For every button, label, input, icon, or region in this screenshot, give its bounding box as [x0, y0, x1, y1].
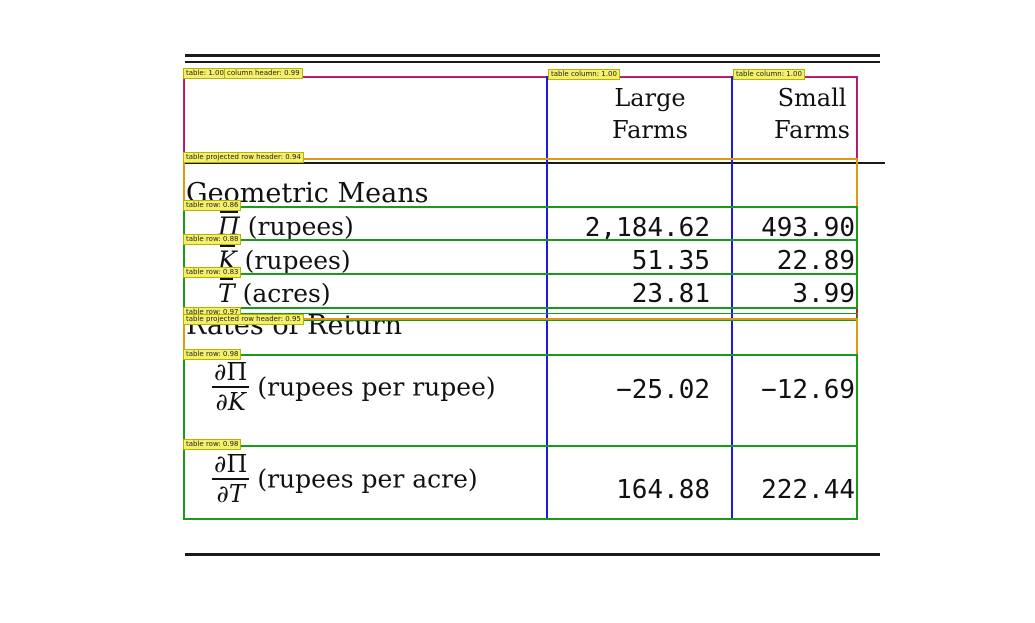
tag-row-2: table row: 0.88 [183, 234, 242, 245]
col-head-large-line1: Large [614, 84, 686, 112]
row-unit-k: (rupees) [244, 246, 351, 275]
cell-pi-small: 493.90 [761, 213, 855, 243]
tag-column-2: table column: 1.00 [733, 69, 805, 80]
cell-k-large: 51.35 [631, 246, 710, 276]
row-box-5 [183, 354, 858, 447]
row-unit-dpi-dt: (rupees per acre) [257, 464, 478, 494]
row-unit-t: (acres) [242, 279, 331, 308]
tag-row-3: table row: 0.83 [183, 267, 242, 278]
tag-table: table: 1.00 [183, 68, 227, 79]
col-head-small-line2: Farms [774, 116, 850, 144]
row-unit-pi: (rupees) [247, 212, 354, 241]
symbol-k-bar: K [218, 245, 237, 275]
symbol-pi-bar: Π [218, 211, 240, 241]
tag-projected-header-2: table projected row header: 0.95 [183, 314, 304, 325]
row-label-dpi-dt: ∂Π ∂T (rupees per acre) [212, 452, 478, 506]
column-header-large-farms: Large Farms [580, 82, 720, 146]
fraction-numerator: ∂Π [212, 358, 250, 388]
bottom-rule [185, 553, 880, 556]
top-rule-1 [185, 54, 880, 57]
tag-row-1: table row: 0.86 [183, 200, 242, 211]
row-box-1 [183, 206, 858, 241]
projected-header-box-1 [183, 158, 858, 208]
row-label-k: K (rupees) [218, 245, 351, 275]
cell-t-large: 23.81 [631, 279, 710, 309]
column-box-1 [546, 76, 733, 520]
cell-dpi-dt-small: 222.44 [761, 475, 855, 505]
row-unit-dpi-dk: (rupees per rupee) [257, 372, 496, 402]
row-box-6 [183, 445, 858, 520]
cell-k-small: 22.89 [776, 246, 855, 276]
cell-t-small: 3.99 [792, 279, 855, 309]
cell-dpi-dk-large: −25.02 [616, 375, 710, 405]
row-label-dpi-dk: ∂Π ∂K (rupees per rupee) [212, 360, 496, 414]
fraction-dpi-dk: ∂Π ∂K [212, 358, 250, 416]
row-box-3 [183, 273, 858, 309]
symbol-t-bar: T [218, 278, 235, 308]
cell-dpi-dt-large: 164.88 [616, 475, 710, 505]
col-head-small-line1: Small [777, 84, 847, 112]
tag-column-header: column header: 0.99 [224, 68, 303, 79]
tag-row-6: table row: 0.98 [183, 439, 242, 450]
fraction-denominator: ∂T [216, 480, 245, 508]
cell-dpi-dk-small: −12.69 [761, 375, 855, 405]
tag-projected-header-1: table projected row header: 0.94 [183, 152, 304, 163]
fraction-denominator: ∂K [215, 388, 246, 416]
tag-column-1: table column: 1.00 [548, 69, 620, 80]
column-header-box [183, 76, 858, 160]
row-label-pi: Π (rupees) [218, 211, 354, 241]
tag-row-5: table row: 0.98 [183, 349, 242, 360]
row-label-t: T (acres) [218, 278, 331, 308]
header-rule [185, 162, 885, 164]
cell-pi-large: 2,184.62 [584, 213, 710, 243]
row-box-2 [183, 239, 858, 275]
column-header-small-farms: Small Farms [742, 82, 882, 146]
fraction-dpi-dt: ∂Π ∂T [212, 450, 250, 508]
col-head-large-line2: Farms [612, 116, 688, 144]
top-rule-2 [185, 61, 880, 63]
fraction-numerator: ∂Π [212, 450, 250, 480]
